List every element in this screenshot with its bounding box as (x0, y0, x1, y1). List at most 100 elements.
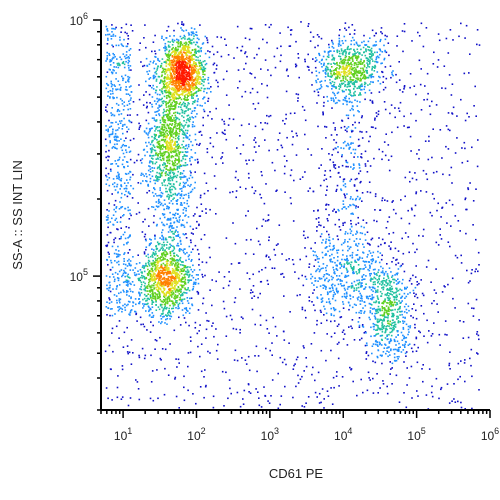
data-point (336, 259, 339, 262)
data-point (163, 110, 166, 113)
data-point (322, 55, 325, 58)
data-point (351, 254, 353, 256)
data-point (368, 302, 371, 305)
data-point (368, 264, 371, 267)
data-point (356, 87, 359, 89)
data-point (191, 144, 194, 147)
data-point (384, 294, 387, 296)
data-point (194, 92, 196, 94)
data-point (189, 185, 191, 188)
data-point (327, 250, 329, 253)
data-point (318, 36, 320, 38)
data-point (390, 271, 392, 273)
data-point (370, 53, 372, 55)
data-point (375, 290, 378, 293)
data-point (164, 151, 166, 154)
data-point (191, 289, 194, 291)
data-point (329, 79, 331, 81)
data-point (332, 58, 334, 60)
data-point (353, 184, 356, 186)
data-point (387, 317, 389, 319)
data-point (217, 85, 219, 88)
data-point (175, 274, 177, 276)
data-point (375, 58, 377, 61)
data-point (374, 317, 377, 320)
data-point (395, 359, 398, 362)
data-point (367, 63, 369, 66)
data-point (349, 63, 351, 65)
data-point (350, 219, 352, 222)
data-point (185, 45, 188, 48)
data-point (164, 281, 166, 284)
data-point (173, 91, 176, 94)
data-point (187, 195, 190, 197)
data-point (202, 84, 205, 87)
data-point (330, 284, 333, 286)
data-point (361, 85, 364, 87)
data-point (363, 267, 365, 270)
data-point (338, 71, 341, 74)
data-point (314, 277, 316, 279)
data-point (152, 262, 155, 264)
data-point (181, 204, 183, 206)
data-point (166, 247, 168, 249)
data-point (384, 34, 386, 37)
data-point (174, 120, 177, 123)
data-point (140, 174, 142, 176)
data-point (195, 91, 198, 94)
data-point (173, 147, 176, 150)
data-point (343, 293, 346, 295)
data-point (380, 284, 383, 286)
data-point (190, 27, 193, 29)
data-point (197, 59, 199, 62)
data-point (173, 172, 176, 175)
data-point (188, 56, 191, 58)
data-point (175, 129, 177, 132)
data-point (152, 162, 154, 165)
data-point (182, 58, 185, 61)
data-point (161, 243, 163, 246)
data-point (193, 72, 196, 74)
data-point (353, 83, 356, 86)
data-point (364, 304, 367, 307)
data-point (350, 286, 353, 289)
data-point (382, 75, 385, 78)
data-point (182, 130, 184, 132)
data-point (349, 109, 352, 112)
data-point (170, 291, 173, 294)
data-point (341, 208, 343, 210)
data-point (186, 129, 189, 132)
data-point (189, 65, 191, 67)
data-point (410, 283, 413, 285)
data-point (333, 272, 335, 274)
data-point (209, 142, 212, 145)
data-point (340, 126, 343, 129)
data-point (196, 206, 198, 209)
data-point (165, 127, 167, 130)
data-point (195, 76, 197, 79)
data-point (378, 320, 380, 323)
data-point (167, 127, 170, 130)
data-point (387, 346, 390, 349)
data-point (153, 297, 155, 300)
data-point (372, 322, 375, 325)
data-point (338, 275, 341, 277)
data-point (162, 273, 165, 276)
data-point (157, 110, 159, 113)
data-point (172, 292, 175, 295)
data-point (163, 181, 165, 183)
data-point (187, 271, 190, 274)
data-point (337, 249, 340, 251)
data-point (154, 193, 157, 195)
data-point (160, 91, 163, 93)
data-point (381, 362, 383, 365)
data-point (157, 205, 160, 208)
data-point (159, 258, 161, 260)
data-point (144, 218, 146, 221)
data-point (369, 318, 371, 321)
data-point (340, 283, 342, 285)
data-point (339, 66, 342, 68)
data-point (314, 46, 316, 49)
data-point (183, 233, 186, 236)
data-point (164, 305, 166, 308)
